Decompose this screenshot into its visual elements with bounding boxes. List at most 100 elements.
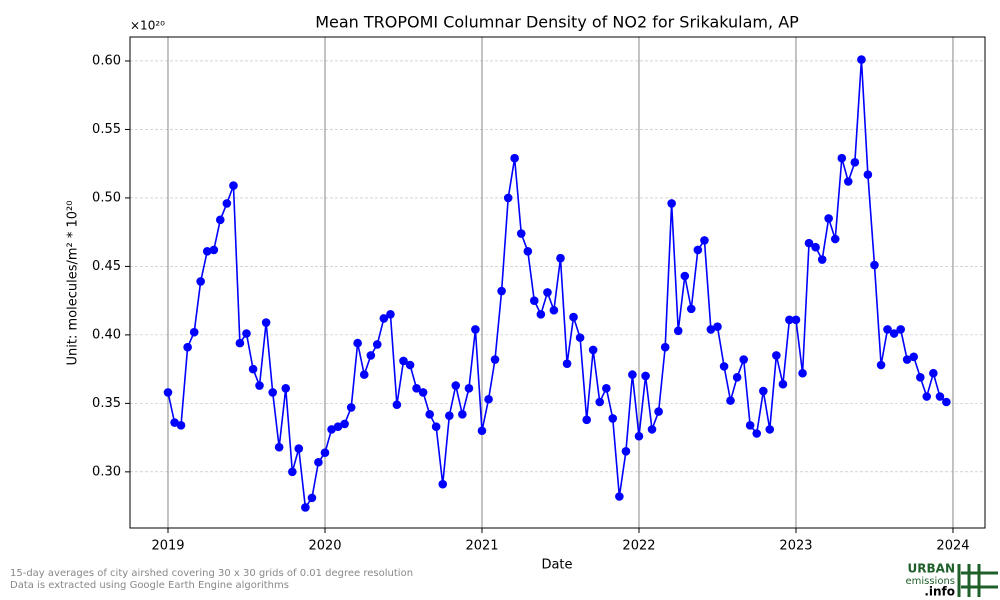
data-point: [359, 370, 369, 379]
data-point: [628, 370, 637, 379]
x-tick-label: 2024: [936, 539, 969, 554]
data-point: [634, 431, 644, 441]
data-point: [503, 193, 513, 203]
data-point: [399, 356, 408, 366]
data-point: [196, 277, 205, 286]
data-point: [366, 351, 376, 360]
data-point: [294, 444, 304, 453]
data-point: [693, 245, 703, 255]
data-point: [209, 245, 219, 255]
data-point: [222, 199, 232, 208]
data-point: [183, 342, 192, 352]
data-point: [811, 242, 820, 252]
data-point: [686, 304, 696, 314]
x-tick-label: 2023: [779, 539, 812, 554]
y-tick-label: 0.50: [92, 190, 121, 205]
logo-text: URBAN: [908, 562, 955, 576]
data-point: [654, 407, 663, 416]
data-point: [372, 340, 382, 349]
data-point: [562, 359, 572, 368]
data-point: [719, 362, 729, 371]
data-point: [726, 396, 735, 405]
data-point: [798, 368, 807, 378]
data-point: [778, 379, 788, 389]
data-point: [575, 333, 585, 342]
data-point: [471, 325, 480, 334]
y-tick-label: 0.30: [92, 464, 121, 479]
data-point: [484, 394, 493, 404]
data-point: [333, 422, 343, 431]
data-point: [660, 342, 670, 352]
data-point: [752, 429, 762, 438]
data-point: [765, 425, 775, 434]
data-point: [458, 410, 467, 419]
data-line: [167, 59, 947, 510]
data-point: [785, 315, 794, 325]
chart-title: Mean TROPOMI Columnar Density of NO2 for…: [315, 13, 799, 32]
data-point: [477, 426, 487, 436]
data-point: [451, 381, 461, 390]
data-point: [569, 312, 578, 322]
data-point: [673, 326, 683, 336]
data-point: [883, 325, 892, 334]
data-point: [412, 384, 421, 393]
data-point: [772, 351, 781, 360]
data-point: [307, 493, 317, 503]
x-tick-label: 2021: [465, 539, 498, 554]
data-point: [667, 199, 676, 208]
data-point: [215, 215, 225, 225]
data-point: [327, 425, 336, 434]
data-point: [602, 384, 611, 393]
data-point: [641, 371, 650, 381]
data-point: [438, 479, 448, 489]
y-tick-label: 0.35: [92, 396, 121, 411]
data-point: [379, 314, 389, 323]
data-point: [916, 373, 925, 382]
data-point: [288, 467, 297, 477]
data-point: [588, 345, 598, 355]
data-point: [445, 411, 454, 420]
data-point: [268, 388, 278, 397]
data-point: [608, 414, 618, 423]
data-point: [791, 315, 801, 325]
data-point: [425, 410, 435, 419]
data-point: [902, 355, 912, 364]
data-point: [621, 447, 631, 456]
data-point: [229, 181, 238, 190]
data-point: [301, 503, 310, 512]
x-tick-label: 2022: [622, 539, 655, 554]
x-axis-label: Date: [541, 558, 572, 573]
data-point: [876, 360, 886, 370]
data-point: [909, 352, 919, 362]
data-point: [843, 177, 853, 186]
y-tick-label: 0.60: [92, 53, 121, 68]
data-point: [340, 419, 349, 429]
data-point: [615, 492, 624, 501]
data-point: [261, 318, 271, 327]
data-point: [320, 448, 330, 457]
y-tick-label: 0.45: [92, 259, 121, 274]
data-point: [889, 329, 899, 338]
data-point: [281, 384, 291, 393]
data-point: [850, 158, 860, 167]
data-point: [516, 229, 526, 238]
data-point: [392, 400, 402, 410]
data-point: [759, 386, 768, 396]
data-point: [935, 392, 945, 401]
data-point: [510, 153, 519, 163]
y-offset-label: ×10²⁰: [130, 19, 165, 33]
data-point: [386, 310, 395, 319]
data-point: [543, 288, 552, 297]
data-point: [647, 425, 657, 434]
data-point: [202, 247, 212, 256]
data-point: [346, 403, 356, 412]
data-point: [163, 388, 173, 397]
data-point: [490, 355, 500, 364]
data-point: [170, 418, 179, 427]
data-point: [870, 260, 879, 270]
y-tick-label: 0.40: [92, 327, 121, 342]
y-tick-label: 0.55: [92, 122, 121, 137]
data-point: [706, 325, 716, 334]
data-point: [242, 329, 251, 338]
data-point: [595, 397, 605, 407]
